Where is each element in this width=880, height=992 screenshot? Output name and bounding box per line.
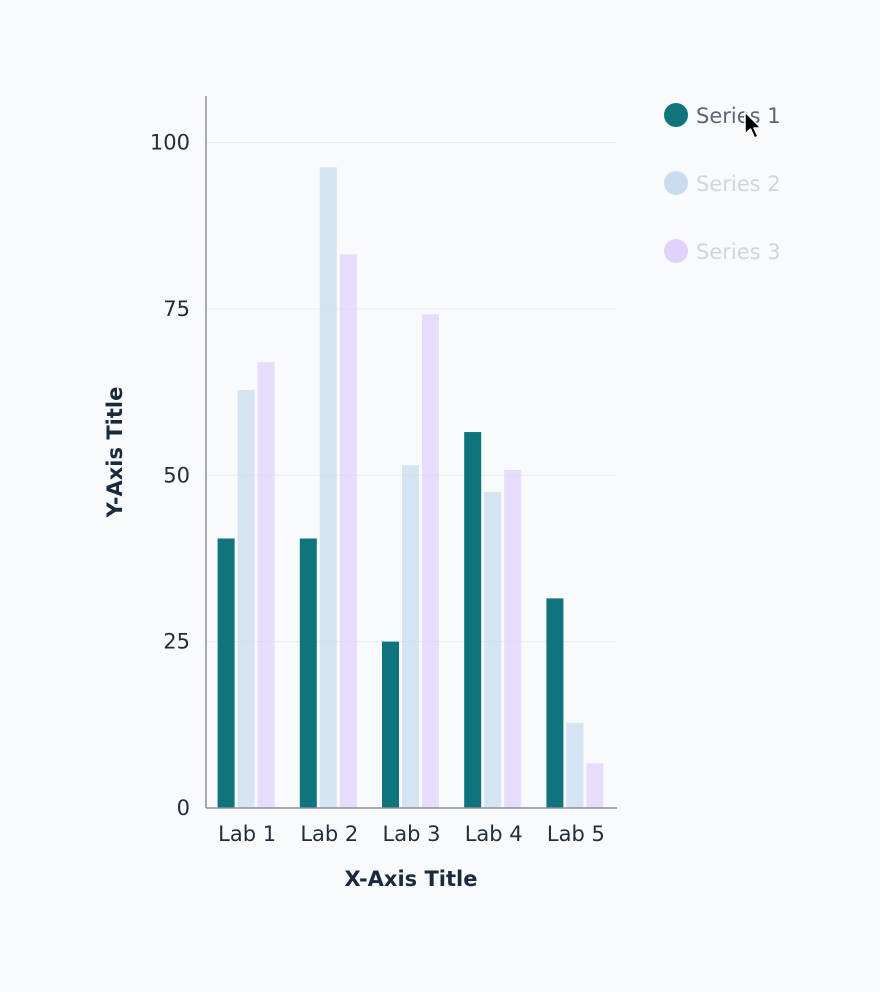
- legend-swatch: [664, 171, 688, 195]
- bar-lab-3-series-3[interactable]: [422, 314, 439, 808]
- bar-lab-5-series-1[interactable]: [546, 598, 564, 808]
- bar-lab-5-series-3[interactable]: [586, 763, 604, 808]
- x-tick-label: Lab 1: [218, 822, 276, 846]
- arrow-cursor-icon: [744, 111, 762, 139]
- bar-lab-2-series-3[interactable]: [339, 254, 357, 808]
- legend-swatch: [664, 239, 688, 263]
- y-tick-label: 0: [177, 796, 190, 820]
- tick-labels: 0 25 50 75 100 Lab 1 Lab 2 Lab 3 Lab 4 Lab 5: [150, 131, 605, 846]
- x-tick-label: Lab 3: [383, 822, 441, 846]
- bar-lab-1-series-1[interactable]: [217, 538, 235, 808]
- bar-lab-3-series-2[interactable]: [402, 465, 419, 808]
- bars: [217, 167, 604, 808]
- bar-lab-1-series-3[interactable]: [257, 362, 275, 808]
- y-tick-label: 100: [150, 131, 190, 155]
- y-tick-label: 50: [163, 463, 190, 487]
- bar-lab-5-series-2[interactable]: [566, 722, 584, 808]
- y-axis-title: Y-Axis Title: [103, 387, 127, 519]
- legend-swatch: [664, 103, 688, 127]
- legend-label: Series 2: [696, 172, 781, 196]
- bar-lab-3-series-1[interactable]: [382, 641, 399, 808]
- legend-item-series-3[interactable]: Series 3: [664, 239, 781, 264]
- legend-item-series-1[interactable]: Series 1: [664, 103, 781, 128]
- y-tick-label: 75: [163, 297, 190, 321]
- bar-lab-4-series-2[interactable]: [484, 491, 502, 808]
- bar-lab-4-series-3[interactable]: [504, 469, 522, 808]
- legend-item-series-2[interactable]: Series 2: [664, 171, 781, 196]
- x-tick-label: Lab 4: [465, 822, 523, 846]
- x-tick-label: Lab 5: [547, 822, 605, 846]
- bar-lab-2-series-1[interactable]: [299, 538, 317, 808]
- bar-lab-2-series-2[interactable]: [319, 167, 337, 808]
- legend[interactable]: Series 1 Series 2 Series 3: [664, 103, 781, 264]
- y-tick-label: 25: [163, 630, 190, 654]
- bar-lab-4-series-1[interactable]: [464, 432, 482, 808]
- legend-label: Series 1: [696, 104, 781, 128]
- legend-label: Series 3: [696, 240, 781, 264]
- bar-lab-1-series-2[interactable]: [237, 390, 255, 808]
- axes: [205, 96, 617, 809]
- x-axis-title: X-Axis Title: [344, 867, 477, 891]
- x-tick-label: Lab 2: [300, 822, 358, 846]
